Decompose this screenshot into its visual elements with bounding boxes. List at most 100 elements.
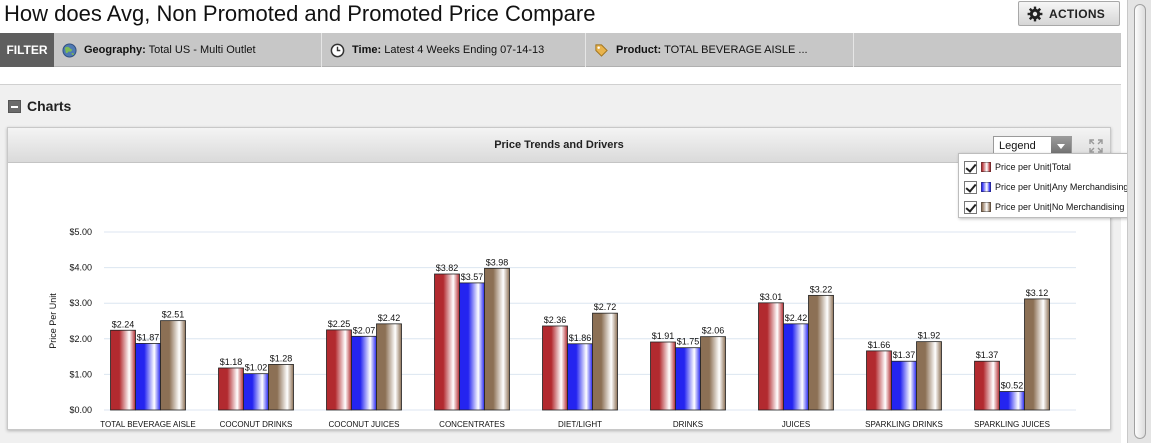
bar (218, 367, 244, 411)
geography-value: Total US - Multi Outlet (148, 44, 256, 56)
bar (160, 320, 186, 411)
bar (758, 302, 784, 411)
bar (135, 343, 161, 411)
x-tick-label: CONCENTRATES (439, 420, 505, 429)
charts-section: Charts Price Trends and Drivers Legend (0, 84, 1121, 443)
bar (434, 273, 460, 411)
chevron-down-icon (1051, 137, 1071, 155)
data-label: $1.66 (868, 340, 891, 350)
filter-geography[interactable]: Geography: Total US - Multi Outlet (54, 33, 322, 67)
data-label: $3.01 (760, 292, 783, 302)
time-value: Latest 4 Weeks Ending 07-14-13 (384, 44, 545, 56)
collapse-icon[interactable] (8, 99, 21, 113)
data-label: $3.22 (810, 284, 833, 294)
data-label: $3.98 (486, 257, 509, 267)
legend-label: Price per Unit|Total (995, 162, 1071, 172)
y-tick-label: $0.00 (69, 405, 92, 415)
page-title: How does Avg, Non Promoted and Promoted … (4, 1, 596, 26)
legend-label: Price per Unit|No Merchandising (995, 202, 1125, 212)
legend-checkbox[interactable] (964, 200, 977, 214)
bar-chart: $0.00 $1.00 $2.00 $3.00 $4.00 $5.00 Price Per … (48, 227, 1076, 429)
data-label: $2.51 (162, 310, 185, 320)
legend-dropdown-value: Legend (999, 140, 1036, 152)
data-label: $2.72 (594, 302, 617, 312)
data-label: $1.02 (245, 363, 268, 373)
geography-key: Geography: (84, 44, 146, 56)
filter-time[interactable]: Time: Latest 4 Weeks Ending 07-14-13 (322, 33, 586, 67)
bar (675, 347, 701, 411)
data-label: $1.91 (652, 331, 675, 341)
data-label: $3.57 (461, 272, 484, 282)
chart-panel: Price Trends and Drivers Legend $0.00 $1.… (7, 127, 1111, 430)
x-tick-label: TOTAL BEVERAGE AISLE (100, 420, 195, 429)
filter-label: FILTER (0, 33, 54, 67)
legend-item[interactable]: Price per Unit|Total (959, 157, 1147, 177)
y-tick-label: $3.00 (69, 298, 92, 308)
legend-checkbox[interactable] (964, 180, 977, 194)
y-tick-label: $2.00 (69, 334, 92, 344)
x-tick-label: COCONUT DRINKS (220, 420, 293, 429)
actions-label: ACTIONS (1049, 6, 1106, 21)
data-label: $1.86 (569, 333, 592, 343)
bar (974, 360, 1000, 411)
bar (592, 312, 618, 411)
bar (268, 364, 294, 411)
bar (783, 323, 809, 411)
product-value: TOTAL BEVERAGE AISLE ... (664, 44, 808, 56)
bar (484, 267, 510, 411)
data-label: $2.07 (353, 325, 376, 335)
filter-bar: FILTER Geography: Total US - Multi Outle… (0, 33, 1121, 67)
bar (916, 341, 942, 411)
x-tick-label: COCONUT JUICES (329, 420, 400, 429)
data-label: $1.75 (677, 337, 700, 347)
legend-label: Price per Unit|Any Merchandising (995, 182, 1129, 192)
bar (999, 391, 1025, 411)
time-key: Time: (352, 44, 382, 56)
data-label: $1.18 (220, 357, 243, 367)
bar (808, 294, 834, 411)
x-tick-label: SPARKLING DRINKS (865, 420, 943, 429)
bar (243, 373, 269, 411)
charts-section-title: Charts (27, 98, 72, 114)
clock-icon (330, 43, 345, 57)
charts-section-header: Charts (8, 98, 71, 114)
legend-item[interactable]: Price per Unit|Any Merchandising (959, 177, 1147, 197)
scrollbar-thumb[interactable] (1134, 4, 1146, 439)
x-tick-label: DRINKS (673, 420, 703, 429)
y-tick-label: $5.00 (69, 227, 92, 237)
data-label: $2.06 (702, 326, 725, 336)
filter-product[interactable]: Product: TOTAL BEVERAGE AISLE ... (586, 33, 854, 67)
page-scrollbar[interactable] (1127, 0, 1151, 443)
legend-popup: Price per Unit|Total Price per Unit|Any M… (958, 153, 1148, 218)
data-label: $0.52 (1001, 380, 1024, 390)
data-label: $1.37 (976, 350, 999, 360)
data-label: $2.42 (378, 313, 401, 323)
legend-dropdown[interactable]: Legend (993, 136, 1072, 156)
chart-title: Price Trends and Drivers (494, 139, 624, 151)
legend-checkbox[interactable] (964, 160, 977, 174)
tag-icon (595, 43, 608, 57)
data-label: $2.42 (785, 313, 808, 323)
globe-icon (62, 42, 77, 58)
bar (650, 341, 676, 411)
data-label: $3.82 (436, 263, 459, 273)
product-key: Product: (616, 44, 662, 56)
actions-button[interactable]: ACTIONS (1018, 1, 1120, 26)
data-label: $1.87 (137, 332, 160, 342)
x-tick-label: JUICES (782, 420, 810, 429)
bar (376, 323, 402, 411)
bar (110, 329, 136, 411)
x-tick-label: SPARKLING JUICES (974, 420, 1050, 429)
data-label: $2.24 (112, 319, 135, 329)
bar (542, 325, 568, 411)
y-tick-label: $4.00 (69, 263, 92, 273)
x-tick-label: DIET/LIGHT (558, 420, 602, 429)
legend-item[interactable]: Price per Unit|No Merchandising (959, 197, 1147, 217)
bar (891, 360, 917, 411)
data-label: $1.92 (918, 331, 941, 341)
data-label: $1.28 (270, 353, 293, 363)
gear-icon (1027, 6, 1043, 21)
chart-panel-header: Price Trends and Drivers Legend (8, 128, 1110, 163)
expand-icon[interactable] (1088, 138, 1104, 154)
